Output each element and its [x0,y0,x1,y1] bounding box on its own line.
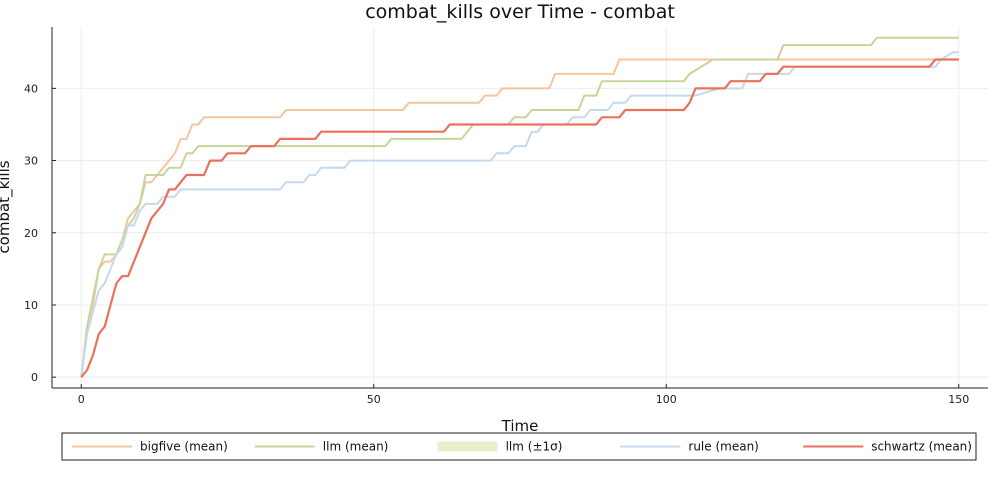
axes [51,27,988,389]
y-tick-label: 10 [24,299,38,312]
legend-swatch-band [437,441,498,452]
tick-labels: 0 50 100 150 0 10 20 30 40 [24,82,969,406]
legend: bigfive (mean) llm (mean) llm (±1σ) rule (m… [61,432,977,461]
legend-entry-label: rule (mean) [688,440,758,454]
x-tick-label: 50 [367,393,381,406]
series-line-schwartz [80,58,959,378]
series-line-rule [80,51,959,378]
x-axis-label: Time [501,417,539,435]
y-tick-label: 40 [24,82,38,95]
legend-entry-label: llm (±1σ) [506,440,563,454]
x-tick-label: 150 [948,393,969,406]
x-tick-label: 0 [78,393,85,406]
legend-entry-label: llm (mean) [323,440,389,454]
y-tick-label: 30 [24,155,38,168]
y-axis-label: combat_kills [0,160,14,253]
y-tick-label: 20 [24,227,38,240]
chart-title: combat_kills over Time - combat [365,1,675,23]
legend-entry-label: schwartz (mean) [871,440,972,454]
series-layer [80,36,959,378]
legend-entry-label: bigfive (mean) [140,440,228,454]
y-tick-label: 0 [31,371,38,384]
x-tick-label: 100 [656,393,677,406]
